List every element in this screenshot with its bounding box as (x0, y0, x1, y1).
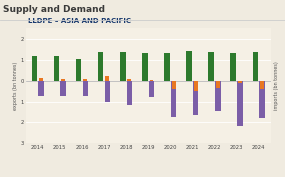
Bar (98, 52, 103, 81)
Bar (193, 81, 198, 115)
Bar (120, 52, 126, 81)
Y-axis label: exports (bn tonnes): exports (bn tonnes) (13, 62, 18, 110)
Bar (231, 53, 236, 81)
Bar (237, 81, 243, 126)
Bar (238, 81, 242, 83)
Y-axis label: imports (bn tonnes): imports (bn tonnes) (274, 61, 278, 110)
Bar (253, 52, 258, 81)
Bar (76, 59, 82, 81)
Bar (142, 53, 148, 81)
Bar (215, 81, 221, 111)
Bar (260, 81, 264, 88)
Bar (150, 80, 153, 81)
Bar (83, 79, 87, 81)
Bar (194, 81, 198, 91)
Bar (171, 81, 176, 117)
Text: Supply and Demand: Supply and Demand (3, 5, 105, 14)
Bar (186, 51, 192, 81)
Bar (83, 81, 88, 96)
Bar (164, 53, 170, 81)
Bar (208, 52, 214, 81)
Bar (105, 81, 110, 102)
Bar (39, 78, 43, 81)
Text: LLDPE – ASIA AND PACIFIC: LLDPE – ASIA AND PACIFIC (28, 18, 131, 24)
Bar (172, 81, 176, 89)
Bar (127, 81, 132, 105)
Bar (259, 81, 265, 118)
Bar (32, 56, 37, 81)
Bar (60, 81, 66, 96)
Bar (216, 81, 220, 88)
Bar (61, 79, 65, 81)
Bar (149, 81, 154, 97)
Bar (105, 76, 109, 81)
Bar (38, 81, 44, 96)
Bar (127, 79, 131, 81)
Bar (54, 56, 59, 81)
